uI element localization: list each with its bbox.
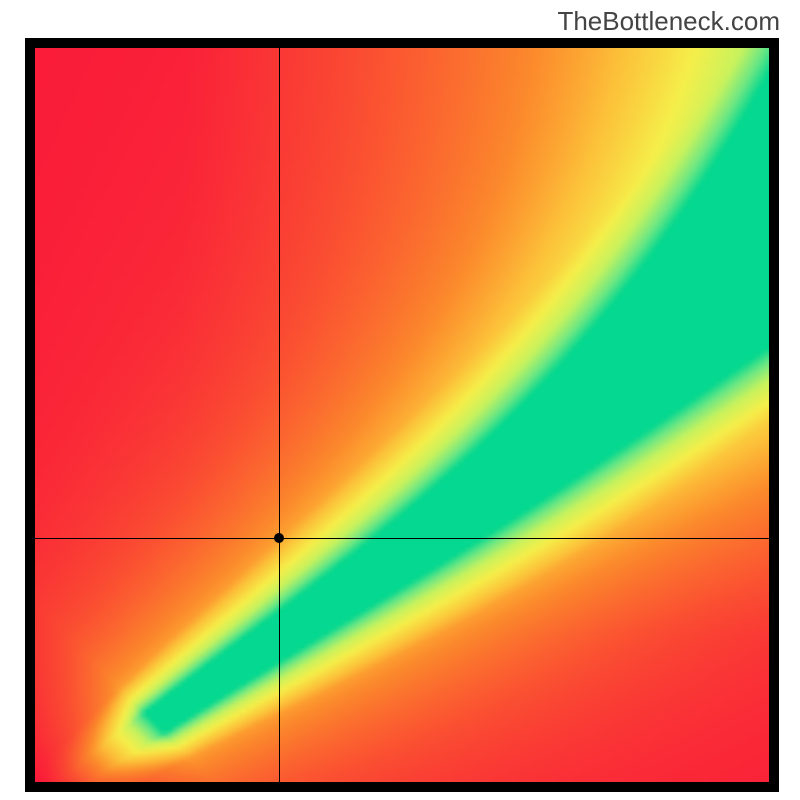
watermark-text: TheBottleneck.com: [557, 6, 780, 37]
heatmap-plot: [35, 48, 769, 782]
frame-right: [769, 38, 779, 792]
crosshair-horizontal: [35, 538, 769, 539]
frame-top: [25, 38, 779, 48]
heatmap-canvas: [35, 48, 769, 782]
frame-left: [25, 38, 35, 792]
chart-container: TheBottleneck.com: [0, 0, 800, 800]
frame-bottom: [25, 782, 779, 792]
crosshair-vertical: [279, 48, 280, 782]
